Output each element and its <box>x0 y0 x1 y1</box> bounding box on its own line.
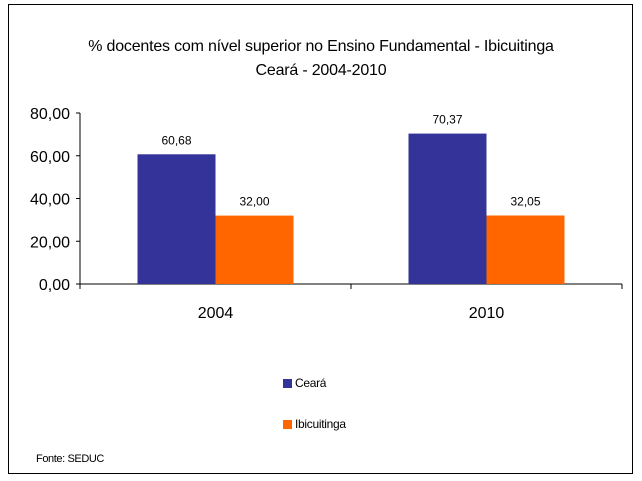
data-label: 32,00 <box>239 195 269 209</box>
y-tick-label: 60,00 <box>30 149 70 166</box>
x-tick-label: 2004 <box>198 305 234 322</box>
bar-cear-2004 <box>137 154 216 284</box>
bar-ibicuitinga-2004 <box>215 215 294 284</box>
legend-label-ceara: Ceará <box>295 376 327 390</box>
chart-subtitle: Ceará - 2004-2010 <box>255 62 387 79</box>
legend-item-ibicuitinga: Ibicuitinga <box>283 417 346 431</box>
source-note: Fonte: SEDUC <box>36 453 104 465</box>
bar-ibicuitinga-2010 <box>486 215 565 284</box>
legend-swatch-ibicuitinga <box>283 419 292 429</box>
chart-title: % docentes com nível superior no Ensino … <box>88 38 554 55</box>
legend-label-ibicuitinga: Ibicuitinga <box>295 417 346 431</box>
legend-swatch-ceara <box>283 378 292 388</box>
y-tick-label: 40,00 <box>30 192 70 209</box>
y-tick-label: 80,00 <box>30 106 70 123</box>
y-tick-label: 20,00 <box>30 234 70 251</box>
data-label: 60,68 <box>161 133 191 147</box>
data-label: 32,05 <box>510 194 540 208</box>
y-tick-label: 0,00 <box>39 277 70 294</box>
data-label: 70,37 <box>432 113 462 127</box>
bar-cear-2010 <box>408 133 487 284</box>
x-tick-label: 2010 <box>469 305 505 322</box>
legend-item-ceara: Ceará <box>283 376 326 390</box>
